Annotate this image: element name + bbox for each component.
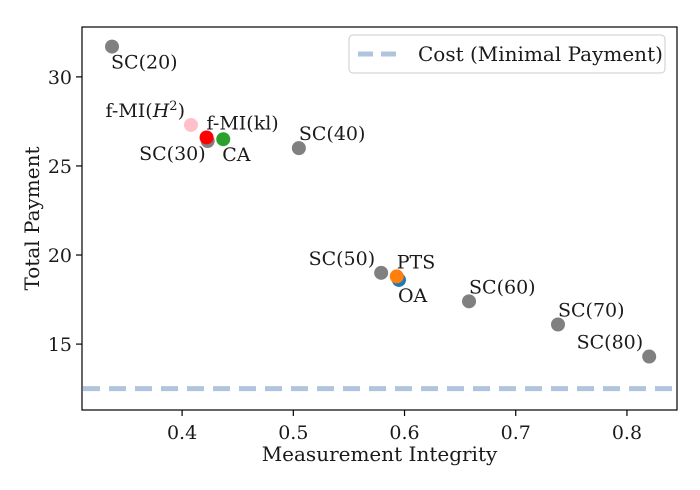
legend-entry-cost: Cost (Minimal Payment) [418,42,663,66]
point-label-oa: OA [398,285,428,307]
x-tick-label: 0.7 [501,422,531,444]
point-label-ca: CA [222,144,251,166]
point-label-sc-60: SC(60) [469,276,536,298]
point-label-sc-30: SC(30) [139,143,206,165]
point-label-f-mi-kl: f-MI(kl) [207,112,279,134]
point-ca [216,132,231,147]
x-tick-label: 0.6 [389,422,419,444]
point-sc-70 [551,317,565,332]
y-tick-label: 30 [48,67,72,89]
point-label-sc-20: SC(20) [111,52,178,74]
plot-frame [81,26,678,411]
y-axis-ticks: 15 20 25 30 [48,67,82,356]
point-sc-20 [105,39,120,54]
points-layer [105,39,657,364]
y-axis-label: Total Payment [20,146,44,290]
point-label-sc-80: SC(80) [577,332,644,354]
x-tick-label: 0.4 [167,422,197,444]
y-tick-label: 15 [48,334,72,356]
point-label-pts: PTS [397,251,435,273]
legend: Cost (Minimal Payment) [348,34,666,74]
point-f-mi-h-2 [183,117,198,132]
x-tick-label: 0.5 [278,422,308,444]
point-label-sc-50: SC(50) [309,248,376,270]
point-pts [389,269,404,284]
y-tick-label: 20 [48,245,72,267]
point-f-mi-kl [199,130,214,145]
point-sc-50 [374,265,389,280]
x-axis-ticks: 0.4 0.5 0.6 0.7 0.8 [167,410,642,444]
point-sc-80 [642,349,657,364]
y-tick-label: 25 [48,156,72,178]
point-label-f-mi-h-2: f-MI(H2) [106,98,185,122]
point-labels-layer: SC(20) SC(30) SC(40) SC(50) SC(60) SC(70) SC(8… [106,52,644,354]
x-tick-label: 0.8 [612,422,642,444]
point-sc-60 [462,294,477,309]
point-sc-40 [291,141,306,156]
legend-box [348,34,666,74]
x-axis-label: Measurement Integrity [262,442,498,466]
point-label-sc-40: SC(40) [299,123,366,145]
point-label-sc-70: SC(70) [558,299,625,321]
